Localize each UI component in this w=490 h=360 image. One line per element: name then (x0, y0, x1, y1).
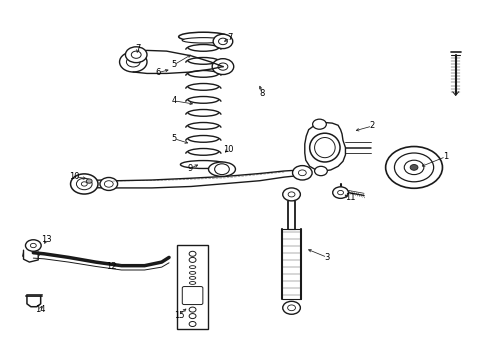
Circle shape (288, 305, 295, 311)
FancyBboxPatch shape (177, 245, 208, 329)
Circle shape (81, 182, 87, 186)
Text: 4: 4 (172, 96, 176, 105)
Text: 10: 10 (222, 145, 233, 154)
Circle shape (71, 174, 98, 194)
Ellipse shape (315, 138, 335, 158)
Text: 3: 3 (325, 253, 330, 262)
Text: 14: 14 (35, 305, 46, 314)
Circle shape (394, 153, 434, 182)
Circle shape (189, 257, 196, 262)
Ellipse shape (189, 276, 196, 279)
Circle shape (333, 187, 348, 198)
Circle shape (218, 63, 228, 70)
Circle shape (215, 164, 229, 175)
Circle shape (86, 179, 92, 183)
Ellipse shape (189, 282, 196, 284)
Ellipse shape (179, 32, 228, 41)
Circle shape (283, 188, 300, 201)
Text: 10: 10 (69, 172, 80, 181)
Circle shape (283, 301, 300, 314)
Text: 6: 6 (155, 68, 160, 77)
Text: 7: 7 (228, 33, 233, 42)
Circle shape (313, 119, 326, 129)
Text: 1: 1 (443, 152, 448, 161)
Circle shape (189, 307, 196, 312)
Circle shape (315, 166, 327, 176)
Ellipse shape (180, 161, 226, 168)
Circle shape (189, 251, 196, 256)
Text: 13: 13 (41, 235, 52, 244)
Circle shape (410, 165, 418, 170)
Circle shape (404, 160, 424, 175)
Circle shape (219, 38, 227, 45)
Circle shape (25, 240, 41, 251)
Text: 7: 7 (136, 44, 141, 53)
Circle shape (189, 321, 196, 327)
Circle shape (293, 166, 312, 180)
Text: 2: 2 (370, 122, 375, 130)
Circle shape (288, 192, 295, 197)
Circle shape (386, 147, 442, 188)
Ellipse shape (189, 266, 196, 269)
Ellipse shape (209, 162, 235, 176)
Polygon shape (305, 122, 345, 171)
Text: 8: 8 (260, 89, 265, 98)
Circle shape (189, 314, 196, 319)
Circle shape (30, 243, 36, 248)
Ellipse shape (310, 133, 340, 162)
Circle shape (131, 51, 141, 58)
FancyBboxPatch shape (182, 287, 203, 305)
Text: 5: 5 (172, 60, 176, 69)
Text: 5: 5 (172, 134, 176, 143)
Text: 9: 9 (188, 164, 193, 173)
Circle shape (213, 34, 233, 49)
Circle shape (338, 190, 343, 195)
Circle shape (76, 178, 92, 190)
Circle shape (298, 170, 306, 176)
Circle shape (212, 59, 234, 75)
Text: 11: 11 (345, 194, 356, 202)
Ellipse shape (189, 271, 196, 274)
Polygon shape (81, 170, 303, 188)
Circle shape (104, 181, 113, 187)
Circle shape (125, 47, 147, 63)
Text: 12: 12 (106, 262, 117, 271)
Text: 15: 15 (173, 310, 184, 320)
Circle shape (126, 57, 140, 67)
Circle shape (100, 177, 118, 190)
Ellipse shape (182, 37, 224, 43)
Circle shape (120, 52, 147, 72)
